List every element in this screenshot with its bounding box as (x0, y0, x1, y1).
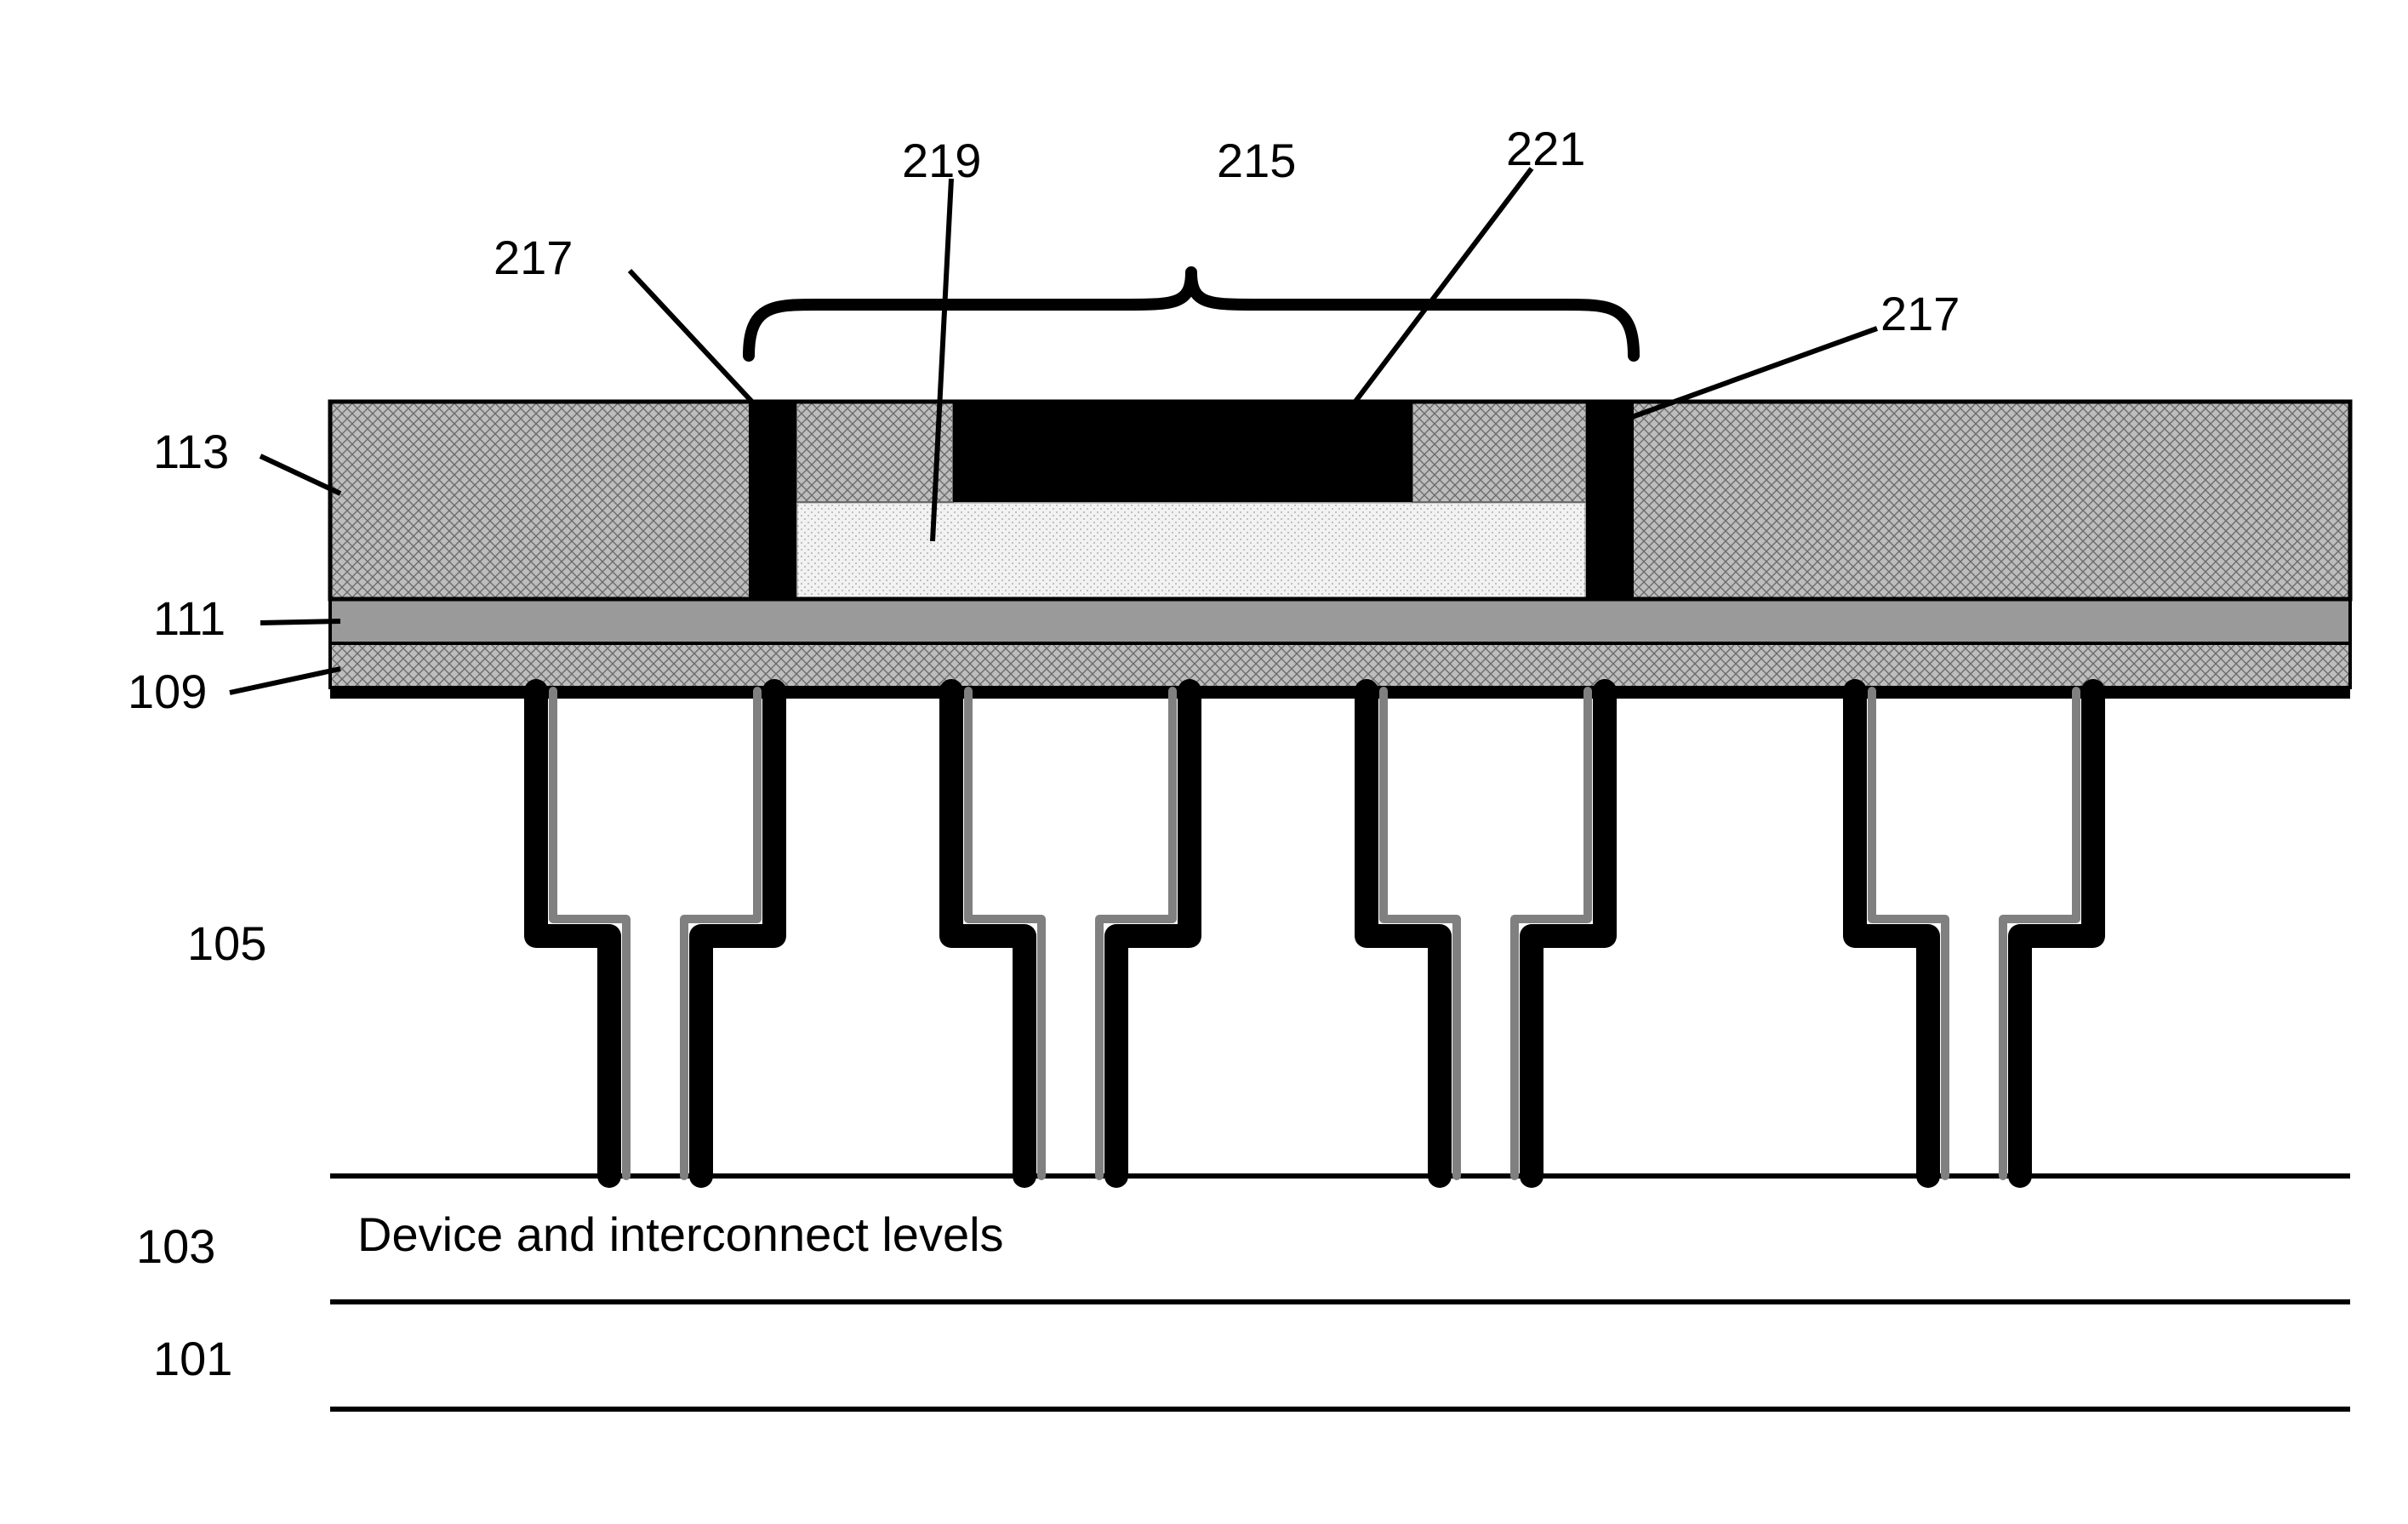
label-105: 105 (187, 916, 266, 971)
label-219: 219 (902, 133, 981, 188)
diagram-canvas: 113 111 109 105 103 101 217 217 219 215 … (0, 0, 2408, 1524)
via-foot-r-2 (1523, 1167, 1540, 1184)
via-foot-l-2 (1431, 1167, 1448, 1184)
label-101: 101 (153, 1331, 232, 1386)
brace-215 (749, 272, 1634, 356)
label-111: 111 (153, 591, 225, 646)
via-outline-2 (1367, 691, 1605, 1176)
via-outline-3 (1855, 691, 2093, 1176)
via-foot-r-3 (2011, 1167, 2029, 1184)
label-109: 109 (128, 664, 207, 719)
leader-111 (260, 621, 340, 623)
via-foot-l-0 (601, 1167, 618, 1184)
diagram-svg (0, 0, 2408, 1524)
body-text-103: Device and interconnect levels (357, 1207, 1004, 1262)
via-foot-l-3 (1920, 1167, 1937, 1184)
via-foot-r-1 (1108, 1167, 1125, 1184)
region-219 (796, 502, 1586, 599)
region-217-left (749, 402, 796, 599)
via-foot-r-0 (693, 1167, 710, 1184)
label-221: 221 (1506, 121, 1585, 176)
layer-109 (330, 643, 2350, 688)
label-113: 113 (153, 424, 229, 479)
leader-109 (230, 669, 340, 693)
region-217-right (1586, 402, 1634, 599)
label-103: 103 (136, 1219, 215, 1274)
region-215-shoulder-left (796, 402, 953, 502)
label-215: 215 (1217, 133, 1296, 188)
region-215-shoulder-right (1412, 402, 1586, 502)
via-outline-0 (536, 691, 774, 1176)
layer-111 (330, 599, 2350, 643)
via-foot-l-1 (1016, 1167, 1033, 1184)
via-outline-1 (951, 691, 1190, 1176)
label-217-right: 217 (1880, 286, 1960, 341)
label-217-left: 217 (494, 230, 573, 285)
